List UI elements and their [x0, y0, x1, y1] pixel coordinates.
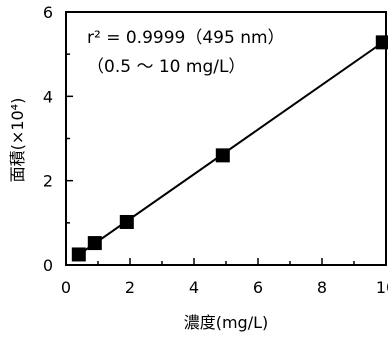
x-tick-label: 6 — [253, 278, 263, 297]
x-tick-label: 2 — [125, 278, 135, 297]
data-point-marker — [215, 148, 230, 163]
x-tick-label: 0 — [61, 278, 71, 297]
x-tick-label: 8 — [317, 278, 327, 297]
data-points — [71, 35, 388, 262]
y-tick-label: 2 — [43, 172, 53, 191]
annotation-range: （0.5 ～ 10 mg/L） — [87, 57, 245, 77]
y-tick-labels: 0 2 4 6 — [43, 3, 53, 275]
axis-ticks — [65, 11, 387, 266]
data-point-marker — [87, 236, 102, 251]
plot-frame — [65, 11, 387, 266]
y-tick-label: 4 — [43, 87, 53, 106]
y-axis-title: 面積(×10⁴) — [8, 98, 27, 183]
x-tick-label: 10 — [376, 278, 388, 297]
x-tick-labels: 0 2 4 6 8 10 — [61, 278, 388, 297]
y-tick-label: 0 — [43, 256, 53, 275]
x-axis-title: 濃度(mg/L) — [184, 313, 269, 332]
y-tick-label: 6 — [43, 3, 53, 22]
data-point-marker — [71, 247, 86, 262]
x-tick-label: 4 — [189, 278, 199, 297]
data-point-marker — [375, 35, 388, 50]
annotation-r-squared: r² = 0.9999（495 nm） — [87, 28, 285, 48]
data-point-marker — [119, 214, 134, 229]
